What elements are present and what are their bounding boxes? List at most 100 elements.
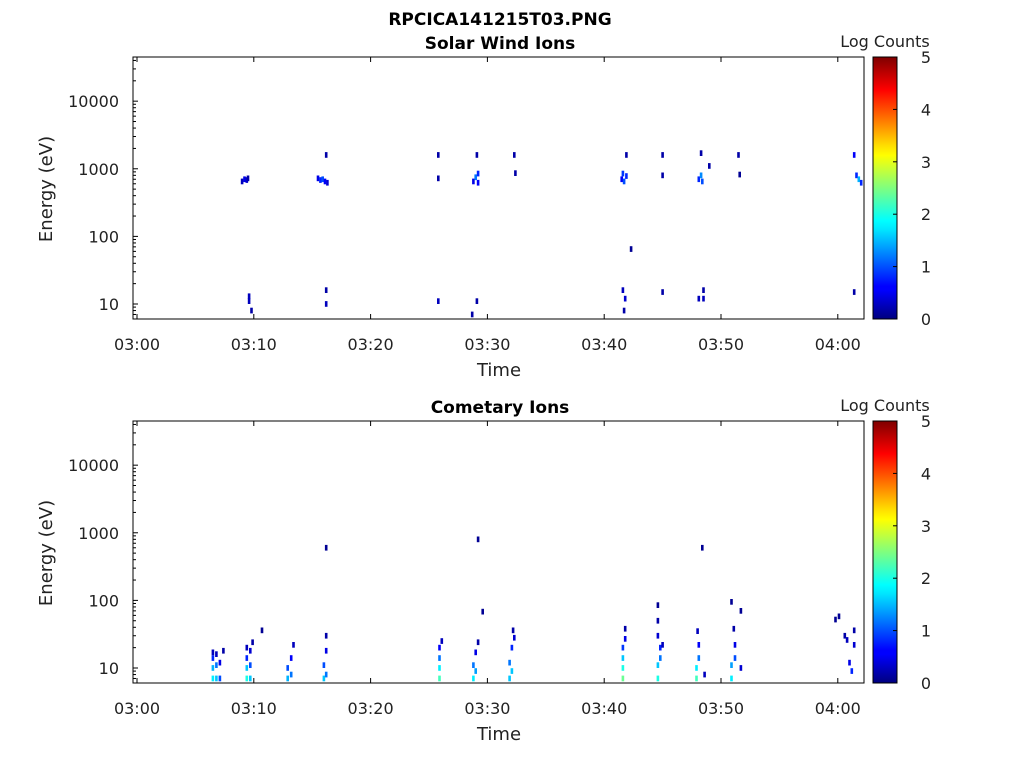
x-axis-label: Time (476, 724, 521, 745)
heatmap-cell (438, 675, 441, 682)
heatmap-cell (247, 293, 251, 300)
heatmap-cell (697, 655, 701, 661)
heatmap-cell (292, 642, 295, 648)
heatmap-cell (245, 665, 249, 671)
heatmap-cell (730, 599, 733, 605)
heatmap-cell (476, 639, 480, 646)
y-tick-label: 10 (99, 295, 119, 314)
heatmap-cell (656, 617, 660, 624)
colorbar: Log Counts 0 1 2 3 4 5 (840, 396, 931, 693)
heatmap-cell (697, 295, 701, 302)
heatmap-cell (732, 625, 736, 632)
heatmap-cells (240, 150, 863, 318)
heatmap-cell (324, 301, 328, 307)
heatmap-cell (703, 671, 706, 678)
heatmap-cell (697, 642, 701, 648)
x-tick-label: 03:20 (348, 699, 394, 718)
x-tick-label: 03:00 (114, 699, 160, 718)
heatmap-cell (324, 544, 328, 551)
heatmap-cell (245, 655, 249, 661)
colorbar-tick-label: 3 (921, 517, 931, 536)
heatmap-cell (852, 642, 856, 648)
heatmap-cell (659, 644, 662, 651)
heatmap-cell (659, 655, 662, 661)
x-tick-label: 03:40 (581, 335, 627, 354)
heatmap-cell (323, 178, 327, 185)
heatmap-cell (475, 298, 479, 304)
panel-solar-wind: Solar Wind Ions Energy (eV) Time 1010010… (36, 32, 931, 381)
heatmap-cell (857, 176, 861, 183)
x-tick-label: 03:00 (114, 335, 160, 354)
figure-title: RPCICA141215T03.PNG (388, 10, 611, 30)
heatmap-cell (623, 625, 627, 632)
heatmap-cell (622, 307, 626, 314)
heatmap-cell (737, 152, 740, 158)
heatmap-cell (215, 651, 218, 657)
heatmap-cell (243, 176, 246, 183)
heatmap-cell (629, 246, 633, 252)
colorbar-tick-label: 1 (921, 258, 931, 277)
y-axis-label: Energy (eV) (36, 136, 57, 242)
colorbar-tick-label: 5 (921, 412, 931, 431)
heatmap-cell (470, 311, 474, 318)
x-tick-label: 04:00 (815, 699, 861, 718)
heatmap-cell (510, 644, 514, 651)
heatmap-cell (733, 655, 737, 661)
heatmap-cell (623, 295, 627, 302)
heatmap-cell (508, 675, 511, 682)
heatmap-cell (730, 675, 733, 682)
heatmap-cell (852, 152, 856, 158)
heatmap-cell (437, 175, 440, 182)
heatmap-cell (324, 287, 328, 293)
heatmap-cell (621, 287, 625, 293)
colorbar-tick-label: 0 (921, 310, 931, 329)
heatmap-cell (739, 608, 743, 614)
x-axis-label: Time (476, 360, 521, 381)
y-tick-label: 100 (88, 591, 119, 610)
heatmap-cell (437, 298, 440, 304)
heatmap-cell (324, 671, 328, 678)
y-tick-label: 100 (88, 227, 119, 246)
heatmap-cell (472, 178, 475, 185)
heatmap-cell (621, 665, 625, 671)
colorbar: Log Counts 0 1 2 3 4 5 (840, 32, 931, 329)
heatmap-cell (322, 662, 326, 668)
x-tick-label: 03:40 (581, 699, 627, 718)
heatmap-cell (621, 644, 625, 651)
heatmap-cell (702, 287, 705, 293)
heatmap-cell (475, 152, 479, 158)
heatmap-cell (702, 295, 705, 302)
heatmap-cell (476, 170, 480, 177)
heatmap-cell (438, 644, 441, 651)
colorbar-ticks: 0 1 2 3 4 5 (893, 48, 931, 329)
heatmap-cell (211, 665, 215, 671)
colorbar-label: Log Counts (840, 396, 930, 415)
heatmap-cell (476, 179, 480, 186)
y-axis-label: Energy (eV) (36, 500, 57, 606)
colorbar-tick-label: 2 (921, 205, 931, 224)
heatmap-cell (286, 665, 289, 671)
y-ticks: 10 100 1000 10000 (68, 59, 138, 320)
heatmap-cell (218, 659, 222, 666)
colorbar-tick-label: 0 (921, 674, 931, 693)
heatmap-cell (656, 675, 660, 682)
heatmap-cell (247, 298, 251, 304)
heatmap-cell (211, 655, 215, 661)
heatmap-cell (513, 152, 516, 158)
heatmap-cell (656, 602, 660, 608)
heatmap-cell (222, 647, 225, 654)
heatmap-cell (474, 668, 477, 674)
heatmap-cell (476, 536, 480, 543)
heatmap-cell (211, 649, 215, 656)
colorbar-ticks: 0 1 2 3 4 5 (893, 412, 931, 693)
heatmap-cell (625, 173, 628, 179)
heatmap-cell (508, 659, 511, 666)
x-ticks: 03:00 03:10 03:20 03:30 03:40 03:50 04:00 (114, 421, 861, 718)
heatmap-cell (733, 642, 737, 648)
heatmap-cell (324, 632, 328, 639)
heatmap-cell (218, 675, 222, 682)
heatmap-cell (621, 655, 625, 661)
heatmap-cell (211, 675, 215, 682)
y-tick-label: 10000 (68, 456, 119, 475)
heatmap-cells (211, 536, 856, 682)
